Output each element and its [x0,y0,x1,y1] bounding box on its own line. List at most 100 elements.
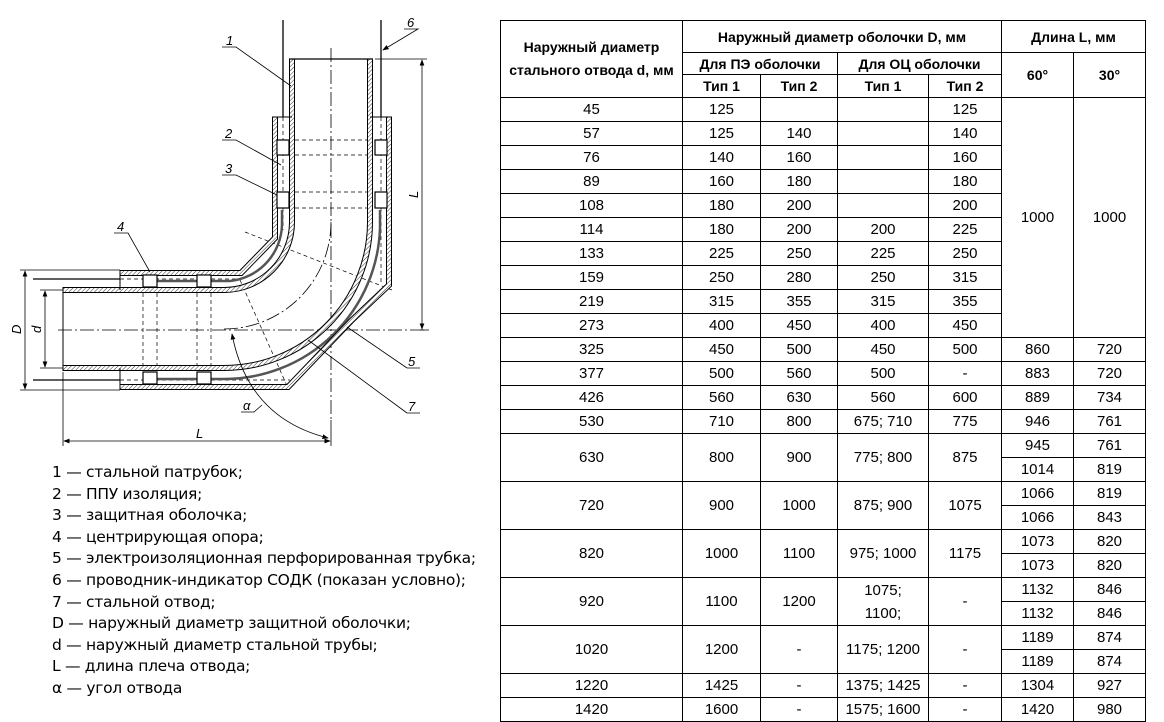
table-row: 377 500 560 500-883 720 [500,361,1146,386]
cell-oc-type2: 355 [928,289,1002,314]
cell-oc-type1 [837,97,929,122]
table-row: 920 1100 1200 1075; 1100; -1132 846 [500,577,1146,626]
cell-oc-type1: 315 [837,289,929,314]
cell-length-60: 1000 [1001,97,1074,338]
cell-pe-type1: 900 [682,481,761,530]
pipe-elbow-drawing: 1 6 2 3 4 5 7 α D d L L [9,15,430,446]
cell-oc-type1: 250 [837,265,929,290]
cell-oc-type1: 560 [837,385,929,410]
drawing-labels: 1 6 2 3 4 5 7 α D d L L [9,15,421,441]
cell-pe-type1: 1425 [682,673,761,698]
cell-length-30: 819 [1073,481,1146,506]
cell-length-30: 761 [1073,409,1146,434]
cell-length-60: 1304 [1001,673,1074,698]
cell-oc-type1: 500 [837,361,929,386]
header-oc-type1: Тип 1 [837,74,929,98]
table-row: 273 400 450 400 450 [500,313,1146,338]
cell-steel-d: 108 [500,193,683,218]
table-row: 820 1000 1100 975; 1000 1175 1073 820 [500,529,1146,578]
table-row: 530 710 800 675; 710 775 946 761 [500,409,1146,434]
cell-steel-d: 377 [500,361,683,386]
table-row: 1014 819 [501,457,1146,482]
cell-length-60: 889 [1001,385,1074,410]
legend-item: D — наружный диаметр защитной оболочки; [52,614,411,633]
cell-length-60: 946 [1001,409,1074,434]
legend-item: 4 — центрирующая опора; [52,527,264,546]
cell-length-60: 1073 [1001,553,1074,578]
cell-steel-d: 57 [500,121,683,146]
cell-pe-type1: 500 [682,361,761,386]
table-row: 1220 1425-1375; 1425-1304 927 [500,673,1146,698]
cell-steel-d: 1020 [500,625,683,674]
cell-oc-type1: 200 [837,217,929,242]
cell-oc-type1: 1075; 1100; [837,577,929,626]
cell-oc-type2: 1175 [928,529,1002,578]
cell-pe-type2: 200 [760,193,838,218]
label-6: 6 [407,15,415,30]
cell-oc-type2: - [928,361,1002,386]
table-row: 1189 874 [501,649,1146,674]
cell-oc-type2: 500 [928,337,1002,362]
cell-length-30: 734 [1073,385,1146,410]
cell-length-30: 820 [1073,553,1146,578]
cell-steel-d: 76 [500,145,683,170]
cell-steel-d: 133 [500,241,683,266]
cell-pe-type1: 800 [682,433,761,482]
table-row: 1132 846 [501,601,1146,626]
dimensions-table: Наружный диаметр стального отвода d, мм … [500,20,1146,722]
label-D: D [9,325,24,334]
cell-pe-type1: 450 [682,337,761,362]
legend-item: 6 — проводник-индикатор СОДК (показан ус… [52,570,466,589]
label-d: d [29,325,44,333]
cell-pe-type1: 160 [682,169,761,194]
cell-oc-type2: 250 [928,241,1002,266]
legend-item: d — наружный диаметр стальной трубы; [52,635,378,654]
cell-oc-type1 [837,169,929,194]
cell-length-30: 720 [1073,337,1146,362]
steel-pipe [62,58,373,371]
cell-pe-type1: 315 [682,289,761,314]
header-60deg: 60° [1001,52,1074,98]
table-row: 57 125 140 140 [500,121,1146,146]
header-30deg: 30° [1073,52,1146,98]
cell-length-30: 874 [1073,649,1146,674]
cell-length-60: 1066 [1001,505,1074,530]
legend-item: 7 — стальной отвод; [52,592,216,611]
cell-oc-type1 [837,121,929,146]
header-oc-type2: Тип 2 [928,74,1002,98]
cell-pe-type1: 250 [682,265,761,290]
table-row: 1066 843 [501,505,1146,530]
cell-oc-type2: 180 [928,169,1002,194]
cell-pe-type2: 250 [760,241,838,266]
cell-steel-d: 530 [500,409,683,434]
label-1: 1 [226,33,233,48]
cell-length-60: 1132 [1001,601,1074,626]
cell-pe-type2: 560 [760,361,838,386]
cell-steel-d: 1220 [500,673,683,698]
header-length: Длина L, мм [1001,20,1146,53]
cell-oc-type1 [837,193,929,218]
center-lines [58,48,430,420]
cell-oc-type2: 200 [928,193,1002,218]
cell-pe-type2: 500 [760,337,838,362]
cell-length-60: 1132 [1001,577,1074,602]
table-row: 133 225 250 225 250 [500,241,1146,266]
cell-pe-type1: 560 [682,385,761,410]
cell-oc-type1: 1175; 1200 [837,625,929,674]
cell-steel-d: 273 [500,313,683,338]
cell-oc-type2: 140 [928,121,1002,146]
cell-steel-d: 920 [500,577,683,626]
cell-length-60: 883 [1001,361,1074,386]
table-row: 114 180 200 200 225 [500,217,1146,242]
table-row: 426 560 630 560 600 889 734 [500,385,1146,410]
cell-pe-type1: 180 [682,217,761,242]
cell-pe-type1: 180 [682,193,761,218]
cell-length-30: 820 [1073,529,1146,554]
label-7: 7 [408,399,416,414]
label-3: 3 [225,161,233,176]
cell-length-60: 1066 [1001,481,1074,506]
table-row: 45 125 125 1000 1000 [500,97,1146,338]
cell-oc-type2: - [928,625,1002,674]
cell-oc-type2: 315 [928,265,1002,290]
cell-pe-type1: 125 [682,97,761,122]
